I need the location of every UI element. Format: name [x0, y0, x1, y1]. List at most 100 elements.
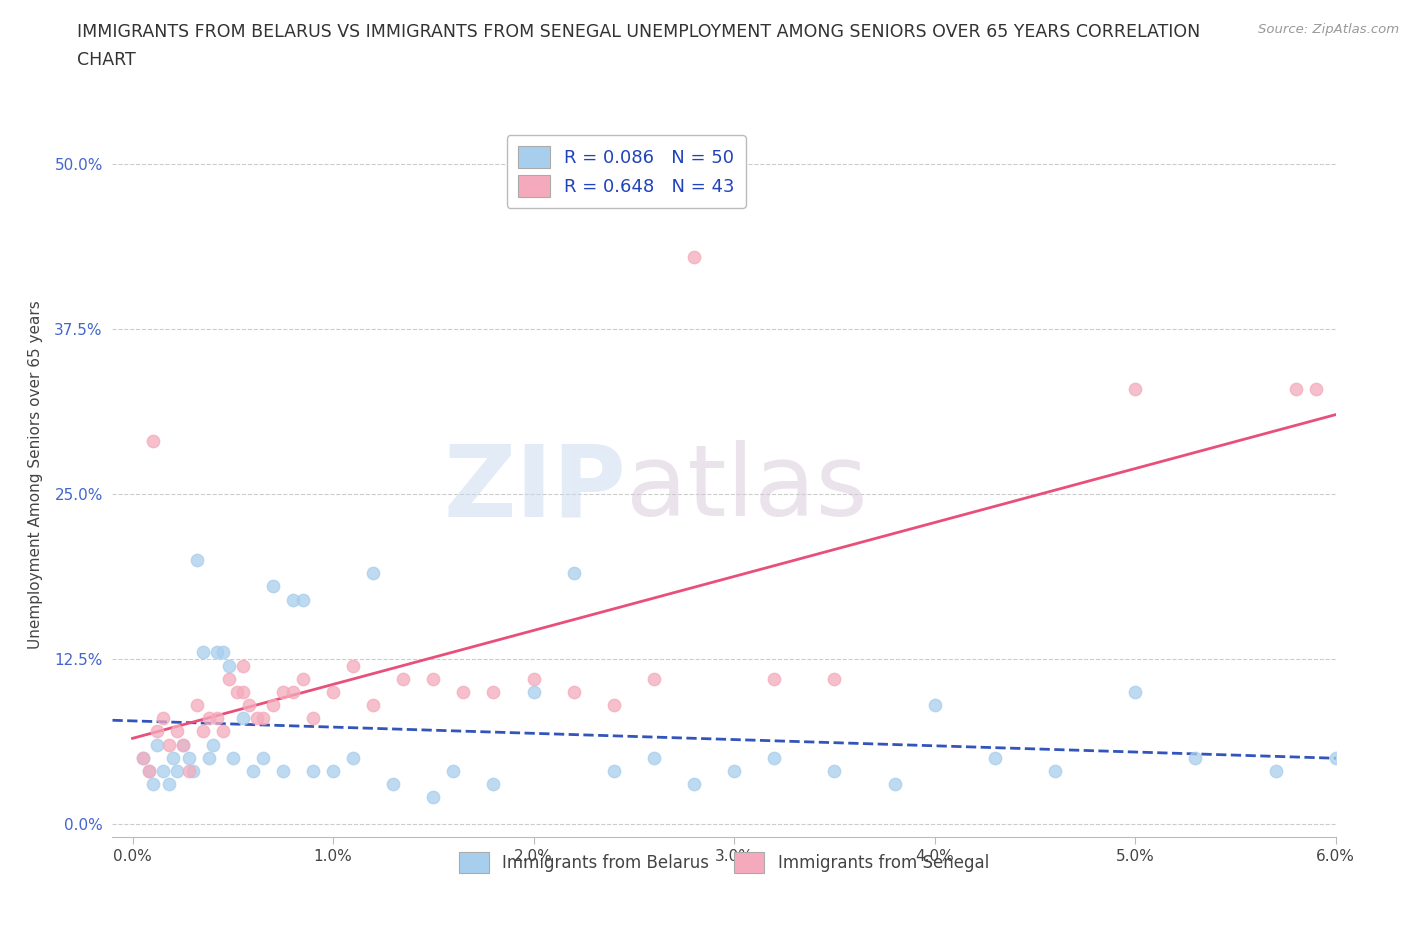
- Y-axis label: Unemployment Among Seniors over 65 years: Unemployment Among Seniors over 65 years: [28, 300, 44, 649]
- Point: [1184, 751, 1206, 765]
- Legend: Immigrants from Belarus, Immigrants from Senegal: Immigrants from Belarus, Immigrants from…: [453, 845, 995, 880]
- Point: [683, 249, 706, 264]
- Point: [1324, 751, 1347, 765]
- Point: [422, 671, 444, 686]
- Point: [246, 711, 269, 725]
- Point: [603, 698, 626, 712]
- Point: [201, 737, 224, 752]
- Point: [361, 565, 384, 580]
- Point: [643, 751, 665, 765]
- Point: [181, 764, 204, 778]
- Point: [302, 711, 325, 725]
- Point: [191, 644, 214, 659]
- Point: [252, 751, 274, 765]
- Point: [1043, 764, 1066, 778]
- Point: [1123, 381, 1146, 396]
- Point: [145, 737, 167, 752]
- Point: [218, 671, 240, 686]
- Point: [361, 698, 384, 712]
- Point: [262, 579, 284, 594]
- Point: [763, 671, 786, 686]
- Point: [823, 764, 845, 778]
- Point: [1305, 381, 1327, 396]
- Text: CHART: CHART: [77, 51, 136, 69]
- Point: [232, 658, 254, 673]
- Point: [218, 658, 240, 673]
- Point: [162, 751, 184, 765]
- Point: [197, 711, 219, 725]
- Point: [138, 764, 160, 778]
- Text: Source: ZipAtlas.com: Source: ZipAtlas.com: [1258, 23, 1399, 36]
- Point: [191, 724, 214, 739]
- Point: [222, 751, 245, 765]
- Point: [823, 671, 845, 686]
- Point: [281, 592, 304, 607]
- Point: [262, 698, 284, 712]
- Point: [322, 684, 344, 699]
- Point: [232, 684, 254, 699]
- Point: [453, 684, 475, 699]
- Point: [142, 777, 165, 791]
- Point: [482, 777, 505, 791]
- Point: [238, 698, 260, 712]
- Point: [157, 777, 180, 791]
- Point: [562, 684, 585, 699]
- Point: [172, 737, 194, 752]
- Point: [441, 764, 464, 778]
- Point: [322, 764, 344, 778]
- Point: [342, 751, 364, 765]
- Point: [302, 764, 325, 778]
- Point: [271, 684, 294, 699]
- Point: [392, 671, 415, 686]
- Point: [523, 684, 546, 699]
- Point: [197, 751, 219, 765]
- Point: [1284, 381, 1306, 396]
- Point: [984, 751, 1007, 765]
- Point: [723, 764, 745, 778]
- Point: [186, 552, 208, 567]
- Point: [422, 790, 444, 804]
- Point: [342, 658, 364, 673]
- Point: [232, 711, 254, 725]
- Point: [225, 684, 247, 699]
- Point: [1264, 764, 1286, 778]
- Point: [166, 724, 188, 739]
- Point: [211, 724, 233, 739]
- Point: [291, 592, 314, 607]
- Point: [763, 751, 786, 765]
- Point: [177, 764, 200, 778]
- Point: [242, 764, 264, 778]
- Point: [177, 751, 200, 765]
- Point: [152, 764, 174, 778]
- Point: [157, 737, 180, 752]
- Point: [523, 671, 546, 686]
- Point: [281, 684, 304, 699]
- Point: [172, 737, 194, 752]
- Point: [186, 698, 208, 712]
- Point: [205, 711, 228, 725]
- Point: [138, 764, 160, 778]
- Point: [131, 751, 153, 765]
- Point: [252, 711, 274, 725]
- Point: [291, 671, 314, 686]
- Text: IMMIGRANTS FROM BELARUS VS IMMIGRANTS FROM SENEGAL UNEMPLOYMENT AMONG SENIORS OV: IMMIGRANTS FROM BELARUS VS IMMIGRANTS FR…: [77, 23, 1201, 41]
- Point: [603, 764, 626, 778]
- Point: [271, 764, 294, 778]
- Point: [145, 724, 167, 739]
- Point: [924, 698, 946, 712]
- Point: [152, 711, 174, 725]
- Point: [643, 671, 665, 686]
- Point: [683, 777, 706, 791]
- Point: [482, 684, 505, 699]
- Point: [211, 644, 233, 659]
- Point: [131, 751, 153, 765]
- Point: [142, 434, 165, 449]
- Point: [205, 644, 228, 659]
- Point: [562, 565, 585, 580]
- Text: atlas: atlas: [626, 440, 868, 538]
- Point: [1123, 684, 1146, 699]
- Point: [382, 777, 405, 791]
- Text: ZIP: ZIP: [443, 440, 626, 538]
- Point: [883, 777, 905, 791]
- Point: [166, 764, 188, 778]
